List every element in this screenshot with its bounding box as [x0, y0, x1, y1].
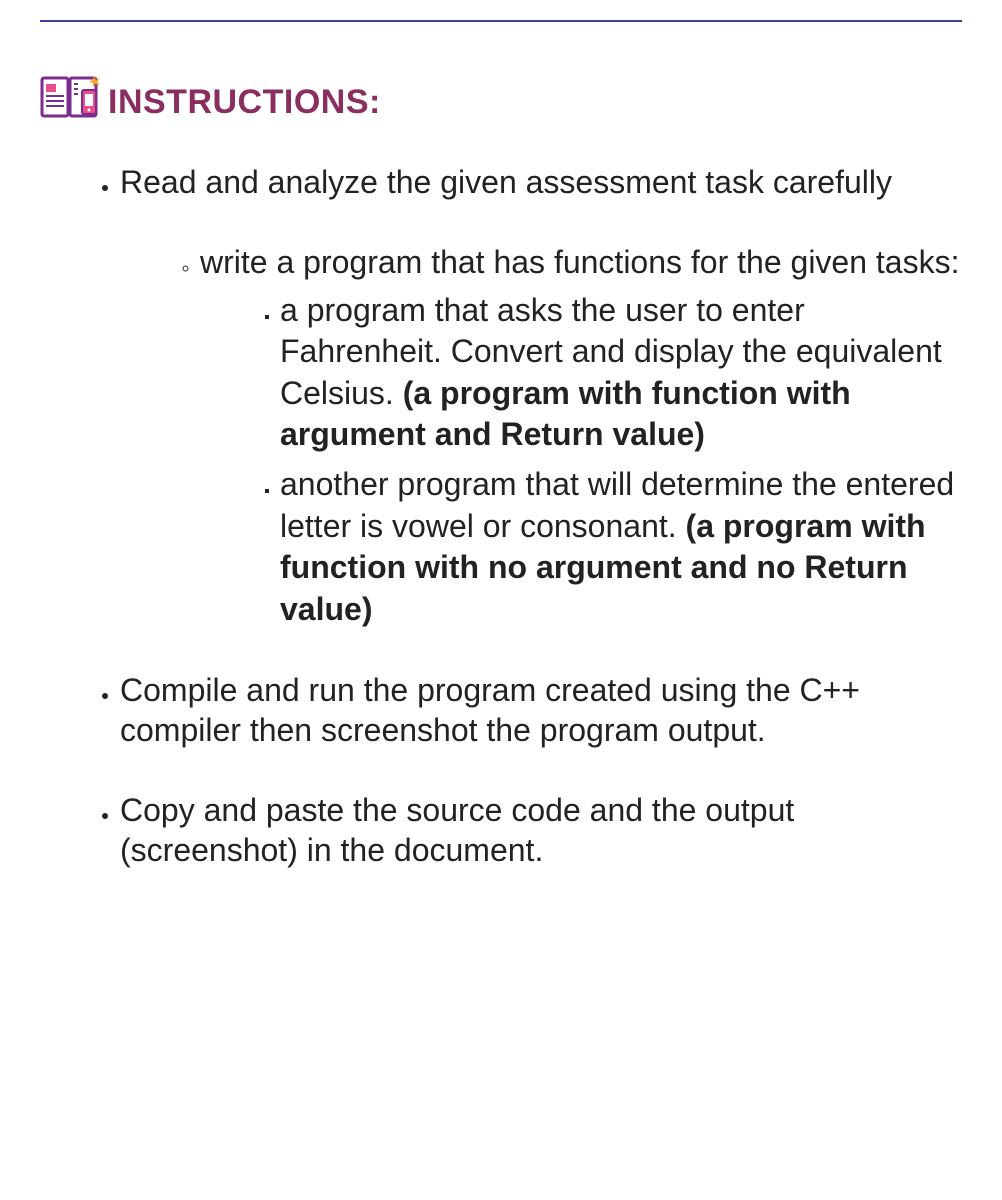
bullet-text: Read and analyze the given assessment ta… — [120, 164, 892, 200]
bullet-list-level3: a program that asks the user to enter Fa… — [200, 290, 962, 631]
list-item: Read and analyze the given assessment ta… — [120, 162, 962, 630]
bullet-text: Compile and run the program created usin… — [120, 672, 860, 748]
bullet-list-level2: write a program that has functions for t… — [120, 242, 962, 630]
book-icon — [40, 72, 102, 122]
list-item: another program that will determine the … — [280, 464, 962, 630]
instructions-title: INSTRUCTIONS: — [108, 83, 381, 122]
list-item: Compile and run the program created usin… — [120, 670, 962, 750]
bullet-list-level1: Read and analyze the given assessment ta… — [40, 162, 962, 870]
top-horizontal-rule — [40, 20, 962, 22]
bullet-text: Copy and paste the source code and the o… — [120, 792, 794, 868]
document-page: INSTRUCTIONS: Read and analyze the given… — [0, 0, 1002, 950]
bullet-text: write a program that has functions for t… — [200, 244, 959, 280]
list-item: Copy and paste the source code and the o… — [120, 790, 962, 870]
list-item: write a program that has functions for t… — [200, 242, 962, 630]
list-item: a program that asks the user to enter Fa… — [280, 290, 962, 456]
header-row: INSTRUCTIONS: — [40, 72, 962, 122]
